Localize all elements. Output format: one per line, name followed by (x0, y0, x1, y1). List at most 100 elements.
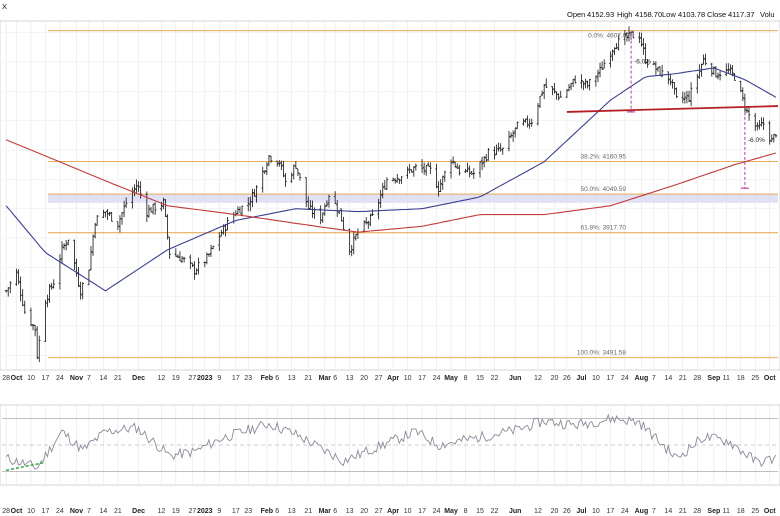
date-tick-label: 27 (375, 375, 383, 382)
date-tick-label: 11 (723, 375, 730, 382)
date-tick-label: Oct (764, 375, 776, 382)
date-tick-label: 12 (534, 375, 542, 382)
date-tick-label: 28 (2, 375, 10, 382)
date-tick-label: 17 (418, 508, 426, 515)
date-tick-label: Aug (635, 375, 649, 382)
date-tick-label: Jul (576, 508, 586, 515)
date-tick-label: 6 (275, 375, 279, 382)
date-tick-label: 27 (375, 508, 383, 515)
fib-level-label: 50.0%: 4049.59 (580, 186, 626, 193)
date-tick-label: 6 (333, 375, 337, 382)
date-tick-label: Oct (764, 508, 776, 515)
date-tick-label: 19 (172, 508, 180, 515)
date-tick-label: Apr (387, 375, 399, 382)
open-label: Open (567, 10, 585, 19)
date-tick-label: 20 (551, 508, 559, 515)
high-value: 4158.70 (635, 10, 662, 19)
date-tick-label: 25 (751, 508, 759, 515)
moving-average-line (5, 139, 777, 233)
date-tick-label: 21 (304, 508, 312, 515)
date-tick-label: 10 (27, 508, 35, 515)
measure-label: -6.0% (748, 137, 765, 144)
close-label: Close (707, 10, 726, 19)
ohlc-bars (4, 26, 778, 363)
date-tick-label: 2023 (197, 508, 213, 515)
date-tick-label: 7 (87, 375, 91, 382)
symbol-fragment: X (2, 2, 7, 11)
date-tick-label: 12 (157, 508, 165, 515)
date-tick-label: Oct (11, 508, 23, 515)
date-tick-label: Dec (132, 508, 145, 515)
date-tick-label: 13 (346, 375, 354, 382)
date-tick-label: Feb (261, 375, 273, 382)
date-tick-label: 10 (592, 508, 600, 515)
date-tick-label: 7 (652, 508, 656, 515)
date-tick-label: 24 (56, 375, 64, 382)
date-tick-label: 11 (723, 508, 730, 515)
date-tick-label: 10 (27, 375, 35, 382)
date-tick-label: 21 (679, 375, 687, 382)
date-axis-rsi: 28 Oct 10 17 24 Nov 7 14 21 Dec 12 19 27 2023 9 17 23 Feb… (2, 508, 776, 515)
date-tick-label: Oct (11, 375, 23, 382)
date-tick-label: 17 (42, 375, 50, 382)
date-tick-label: 24 (621, 508, 629, 515)
fib-level-label: 100.0%: 3491.58 (577, 350, 627, 357)
date-tick-label: 17 (418, 375, 426, 382)
date-tick-label: Aug (635, 508, 649, 515)
date-tick-label: 17 (232, 375, 240, 382)
moving-average-line (5, 67, 777, 292)
price-panel: 0.0%: 4607.07 38.2%: 4160.95 50.0%: 4049.5… (4, 26, 779, 363)
date-tick-label: 6 (275, 508, 279, 515)
high-label: High (617, 10, 632, 19)
date-tick-label: 13 (346, 508, 354, 515)
date-tick-label: 22 (491, 508, 499, 515)
date-tick-label: 14 (99, 375, 107, 382)
date-tick-label: 7 (652, 375, 656, 382)
low-value: 4103.78 (678, 10, 705, 19)
date-tick-label: Feb (261, 508, 273, 515)
date-tick-label: 14 (664, 375, 672, 382)
neckline (566, 105, 779, 113)
close-value: 4117.37 (728, 10, 755, 19)
date-tick-label: 6 (333, 508, 337, 515)
date-tick-label: Mar (319, 508, 332, 515)
date-tick-label: 21 (114, 508, 122, 515)
date-tick-label: 2023 (197, 375, 213, 382)
date-tick-label: 19 (172, 375, 180, 382)
date-tick-label: Jun (509, 375, 521, 382)
date-tick-label: Jul (576, 375, 586, 382)
date-tick-label: 8 (464, 375, 468, 382)
date-tick-label: 17 (606, 508, 614, 515)
date-tick-label: 12 (157, 375, 165, 382)
date-tick-label: 26 (563, 375, 571, 382)
rsi-divergence-line (5, 461, 46, 472)
date-tick-label: 10 (592, 375, 600, 382)
ohlc-header: X Open 4152.93 High 4158.70 Low 4103.78 … (2, 2, 775, 19)
rsi-grid (2, 405, 778, 485)
date-tick-label: Sep (707, 508, 720, 515)
date-tick-label: Dec (132, 375, 145, 382)
date-tick-label: 28 (2, 508, 10, 515)
date-tick-label: Apr (387, 508, 399, 515)
low-label: Low (662, 10, 676, 19)
measure-label: -6.0% (634, 58, 651, 65)
date-tick-label: 27 (188, 508, 196, 515)
date-tick-label: 10 (404, 508, 412, 515)
date-tick-label: 7 (87, 508, 91, 515)
date-tick-label: 15 (476, 508, 484, 515)
volume-label: Volu (760, 10, 775, 19)
date-tick-label: 24 (433, 508, 441, 515)
date-tick-label: 13 (288, 375, 296, 382)
date-tick-label: 9 (217, 508, 221, 515)
support-band (48, 194, 778, 203)
date-tick-label: 21 (679, 508, 687, 515)
date-tick-label: 20 (360, 375, 368, 382)
date-tick-label: Nov (70, 508, 83, 515)
date-tick-label: 23 (244, 375, 252, 382)
fib-level-label: 38.2%: 4160.95 (580, 153, 626, 160)
date-tick-label: May (444, 508, 458, 515)
date-tick-label: May (444, 375, 458, 382)
date-tick-label: 18 (737, 508, 745, 515)
rsi-line (5, 413, 777, 470)
